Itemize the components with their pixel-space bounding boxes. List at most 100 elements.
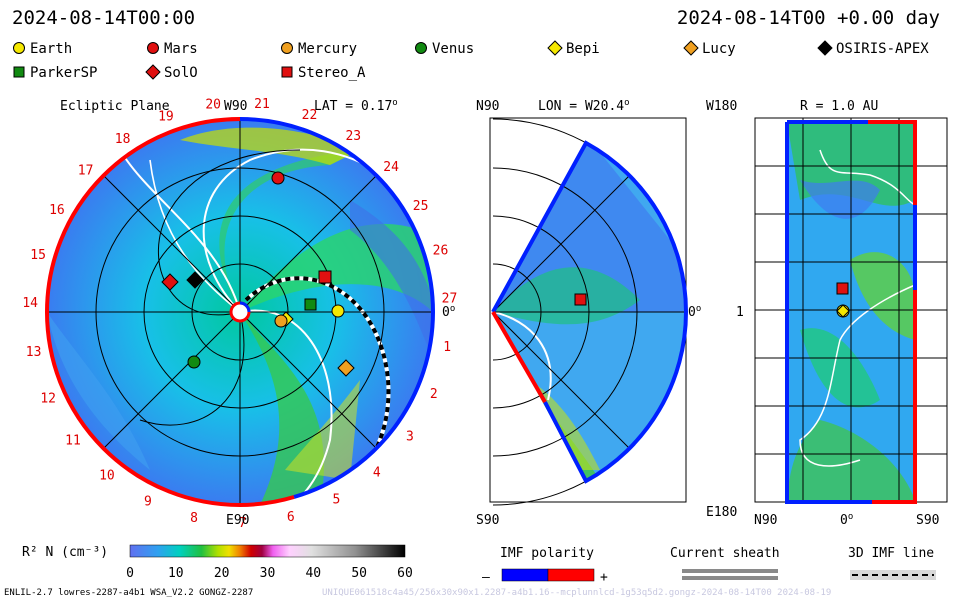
legend-marker <box>145 64 161 80</box>
density-colorbar: R² N (cm⁻³) 0 10 20 30 40 50 60 <box>22 544 413 581</box>
carrington-label: 20 <box>205 98 221 113</box>
colorbar-tick: 50 <box>351 566 367 581</box>
colorbar-tick: 20 <box>214 566 230 581</box>
meridional-density-map <box>493 143 686 481</box>
carrington-label: 26 <box>433 243 449 258</box>
legend-item-osiris-apex: OSIRIS-APEX <box>817 40 929 57</box>
legend-label: OSIRIS-APEX <box>836 41 929 57</box>
imf-positive-swatch <box>547 568 595 582</box>
legend-marker <box>281 66 293 78</box>
legend-marker <box>547 40 563 56</box>
colorbar-tick: 30 <box>260 566 276 581</box>
imf-polarity-label: IMF polarity <box>500 546 594 561</box>
colorbar-tick: 40 <box>305 566 321 581</box>
legend-label: Venus <box>432 41 474 57</box>
carrington-label: 13 <box>26 345 42 360</box>
stereo-a-marker <box>318 270 332 284</box>
solo-marker <box>161 273 179 291</box>
mars-marker <box>271 171 285 185</box>
legend-item-stereo-a: Stereo_A <box>281 65 366 81</box>
legend-marker <box>281 42 293 54</box>
left-timestamp: 2024-08-14T00:00 <box>12 7 195 29</box>
legend-label: Lucy <box>702 41 736 57</box>
ecliptic-lat: LAT = 0.17o <box>314 98 398 114</box>
legend-label: Mercury <box>298 41 357 57</box>
colorbar-label: R² N (cm⁻³) <box>22 545 108 560</box>
radial-x-label-mid: 0o <box>840 512 853 528</box>
legend-marker <box>683 40 699 56</box>
legend-item-parkersp: ParkerSP <box>13 65 97 81</box>
legend-label: Earth <box>30 41 72 57</box>
right-timestamp: 2024-08-14T00 +0.00 day <box>677 7 940 29</box>
meridional-bottom-label: S90 <box>476 513 499 528</box>
osiris-apex-marker <box>186 271 204 289</box>
carrington-label: 4 <box>373 465 381 480</box>
radial-x-label-left: N90 <box>754 513 777 528</box>
carrington-label: 25 <box>413 199 429 214</box>
carrington-label: 9 <box>144 495 152 510</box>
carrington-label: 21 <box>254 97 270 112</box>
radial-grid <box>754 117 948 503</box>
footer-run-id: UNIQUE061518c4a45/256x30x90x1.2287-a4b1.… <box>322 588 831 598</box>
radial-x-label-right: S90 <box>916 513 939 528</box>
colorbar-tick: 60 <box>397 566 413 581</box>
carrington-label: 3 <box>406 429 414 444</box>
meridional-grid <box>489 117 687 506</box>
carrington-label: 17 <box>78 164 94 179</box>
legend-label: SolO <box>164 65 198 81</box>
legend-item-lucy: Lucy <box>683 40 736 57</box>
venus-marker <box>187 355 201 369</box>
imf-line-label: 3D IMF line <box>848 546 934 561</box>
carrington-label: 12 <box>40 391 56 406</box>
ecliptic-right-label: 0o <box>442 304 455 320</box>
colorbar-tick: 0 <box>126 566 134 581</box>
current-sheath-label: Current sheath <box>670 546 780 561</box>
current-sheath-key: Current sheath <box>670 546 780 580</box>
imf-line-key: 3D IMF line <box>848 546 936 580</box>
radial-mid-label: 1 <box>736 305 744 320</box>
carrington-label: 8 <box>190 511 198 526</box>
ecliptic-panel: Ecliptic Plane LAT = 0.17o <box>22 97 457 531</box>
legend-marker <box>13 42 25 54</box>
carrington-label: 23 <box>345 129 361 144</box>
carrington-label: 19 <box>158 110 174 125</box>
current-sheath-swatch-top <box>682 569 778 573</box>
current-sheath-swatch-bottom <box>682 576 778 580</box>
legend-item-earth: Earth <box>13 41 72 57</box>
radial-density-map <box>787 122 915 502</box>
carrington-label: 7 <box>238 516 246 531</box>
colorbar-tick: 10 <box>168 566 184 581</box>
legend-item-venus: Venus <box>415 41 474 57</box>
ecliptic-polarity-rim <box>44 117 436 508</box>
carrington-label: 15 <box>30 248 46 263</box>
legend-item-mars: Mars <box>147 41 198 57</box>
imf-plus-label: + <box>600 570 608 585</box>
legend-item-bepi: Bepi <box>547 40 600 57</box>
legend-item-mercury: Mercury <box>281 41 357 57</box>
carrington-label: 11 <box>65 433 81 448</box>
carrington-label: 10 <box>99 468 115 483</box>
imf-minus-label: – <box>482 570 490 585</box>
legend-label: Bepi <box>566 41 600 57</box>
radial-panel: W180 R = 1.0 AU <box>706 99 948 528</box>
carrington-label: 14 <box>22 296 38 311</box>
legend-label: ParkerSP <box>30 65 97 81</box>
radial-stereo-a-marker <box>836 282 849 295</box>
carrington-label: 16 <box>49 203 65 218</box>
radial-r: R = 1.0 AU <box>800 99 878 114</box>
legend-marker <box>13 66 25 78</box>
legend-marker <box>817 40 833 56</box>
radial-bottom-label: E180 <box>706 505 737 520</box>
meridional-top-label: N90 <box>476 99 499 114</box>
mercury-marker <box>274 314 288 328</box>
meridional-stereo-a-marker <box>574 293 587 306</box>
imf-negative-swatch <box>501 568 549 582</box>
carrington-label: 6 <box>287 510 295 525</box>
legend-marker <box>147 42 159 54</box>
imf-polarity-key: IMF polarity – + <box>482 546 608 585</box>
object-legend: Earth Mars Mercury Venus Bepi Lucy OSIRIS-APEX… <box>13 40 929 81</box>
ecliptic-bottom-label: E90 <box>226 513 249 528</box>
